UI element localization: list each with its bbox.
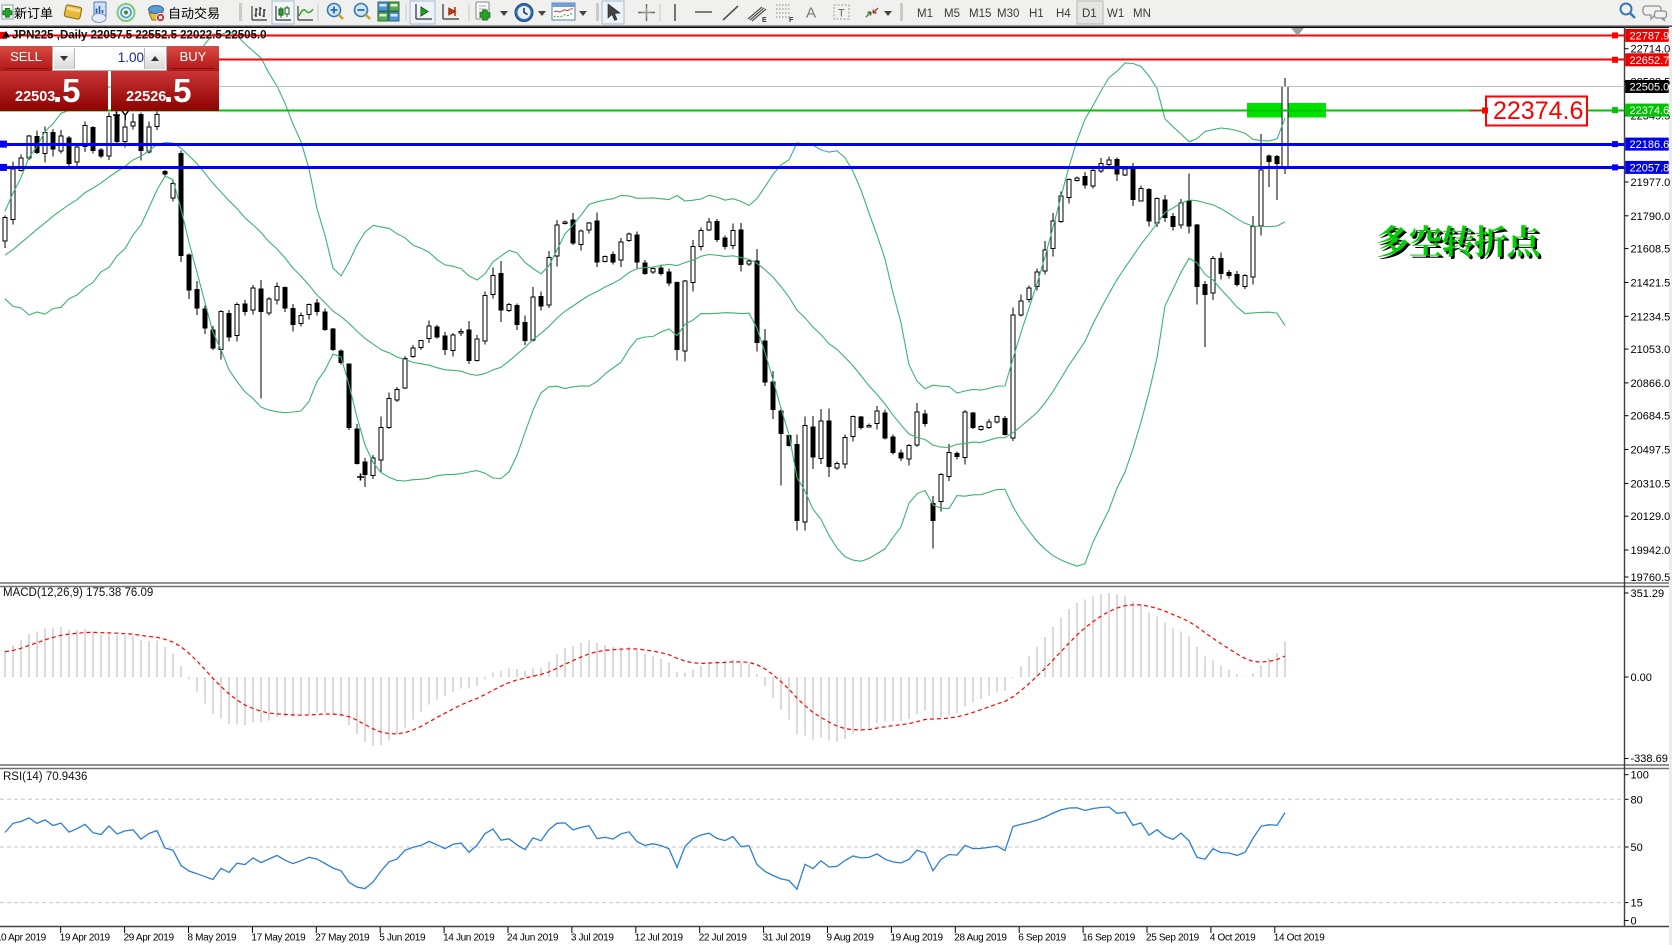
svg-text:9 Aug 2019: 9 Aug 2019: [827, 933, 875, 944]
svg-text:21790.0: 21790.0: [1631, 211, 1671, 223]
svg-text:21421.5: 21421.5: [1631, 278, 1671, 290]
svg-text:22186.6: 22186.6: [1630, 139, 1670, 151]
svg-text:15: 15: [1631, 898, 1643, 910]
svg-text:H4: H4: [1056, 8, 1071, 20]
svg-text:22652.7: 22652.7: [1630, 55, 1670, 67]
svg-text:17 May 2019: 17 May 2019: [251, 933, 306, 944]
svg-text:3 Jul 2019: 3 Jul 2019: [571, 933, 614, 944]
svg-text:100: 100: [1631, 770, 1649, 782]
svg-text:22787.9: 22787.9: [1630, 30, 1670, 42]
svg-text:19760.5: 19760.5: [1631, 572, 1671, 584]
svg-text:16 Sep 2019: 16 Sep 2019: [1082, 933, 1136, 944]
svg-text:4 Oct 2019: 4 Oct 2019: [1210, 933, 1256, 944]
svg-text:RSI(14) 70.9436: RSI(14) 70.9436: [3, 771, 87, 783]
svg-text:27 May 2019: 27 May 2019: [315, 933, 370, 944]
svg-text:22714.0: 22714.0: [1631, 44, 1671, 56]
svg-text:8 May 2019: 8 May 2019: [188, 933, 238, 944]
svg-text:A: A: [806, 5, 816, 22]
svg-text:21234.5: 21234.5: [1631, 311, 1671, 323]
svg-text:F: F: [789, 17, 794, 24]
svg-text:T: T: [838, 8, 845, 20]
svg-text:22505.0: 22505.0: [1630, 82, 1670, 94]
svg-text:5 Jun 2019: 5 Jun 2019: [379, 933, 426, 944]
svg-text:21608.5: 21608.5: [1631, 244, 1671, 256]
svg-text:20684.5: 20684.5: [1631, 411, 1671, 423]
svg-text:JPN225 ,Daily 22057.5 22552.5: JPN225 ,Daily 22057.5 22552.5 22022.5 22…: [12, 30, 267, 42]
svg-text:0.00: 0.00: [1631, 672, 1652, 684]
svg-text:24 Jun 2019: 24 Jun 2019: [507, 933, 559, 944]
svg-text:21053.0: 21053.0: [1631, 344, 1671, 356]
svg-text:MN: MN: [1133, 8, 1151, 20]
svg-text:6 Sep 2019: 6 Sep 2019: [1018, 933, 1066, 944]
svg-text:E: E: [762, 17, 767, 24]
svg-text:22057.8: 22057.8: [1630, 162, 1670, 174]
svg-text:20129.0: 20129.0: [1631, 511, 1671, 523]
svg-text:22 Jul 2019: 22 Jul 2019: [699, 933, 748, 944]
svg-text:H1: H1: [1029, 8, 1044, 20]
svg-text:50: 50: [1631, 842, 1643, 854]
svg-text:14 Oct 2019: 14 Oct 2019: [1274, 933, 1325, 944]
svg-text:14 Jun 2019: 14 Jun 2019: [443, 933, 495, 944]
svg-text:-338.69: -338.69: [1631, 753, 1668, 765]
svg-text:19 Apr 2019: 19 Apr 2019: [60, 933, 111, 944]
svg-text:80: 80: [1631, 794, 1643, 806]
svg-text:20497.5: 20497.5: [1631, 445, 1671, 457]
svg-text:31 Jul 2019: 31 Jul 2019: [763, 933, 812, 944]
svg-text:29 Apr 2019: 29 Apr 2019: [124, 933, 175, 944]
svg-text:21977.0: 21977.0: [1631, 177, 1671, 189]
svg-text:19942.0: 19942.0: [1631, 545, 1671, 557]
svg-text:351.29: 351.29: [1631, 588, 1665, 600]
svg-text:0: 0: [1631, 916, 1637, 928]
svg-text:D1: D1: [1082, 8, 1097, 20]
svg-text:M5: M5: [944, 8, 960, 20]
svg-text:10 Apr 2019: 10 Apr 2019: [0, 933, 47, 944]
svg-text:22374.6: 22374.6: [1630, 105, 1670, 117]
svg-text:22374.6: 22374.6: [1493, 97, 1583, 125]
svg-text:W1: W1: [1107, 8, 1124, 20]
svg-text:19 Aug 2019: 19 Aug 2019: [890, 933, 943, 944]
svg-text:M15: M15: [969, 8, 991, 20]
svg-text:MACD(12,26,9) 175.38 76.09: MACD(12,26,9) 175.38 76.09: [3, 587, 153, 599]
svg-text:28 Aug 2019: 28 Aug 2019: [954, 933, 1007, 944]
svg-text:20310.5: 20310.5: [1631, 478, 1671, 490]
svg-text:25 Sep 2019: 25 Sep 2019: [1146, 933, 1200, 944]
svg-text:20866.0: 20866.0: [1631, 378, 1671, 390]
svg-text:12 Jul 2019: 12 Jul 2019: [635, 933, 684, 944]
svg-text:M30: M30: [997, 8, 1019, 20]
svg-text:M1: M1: [917, 8, 933, 20]
